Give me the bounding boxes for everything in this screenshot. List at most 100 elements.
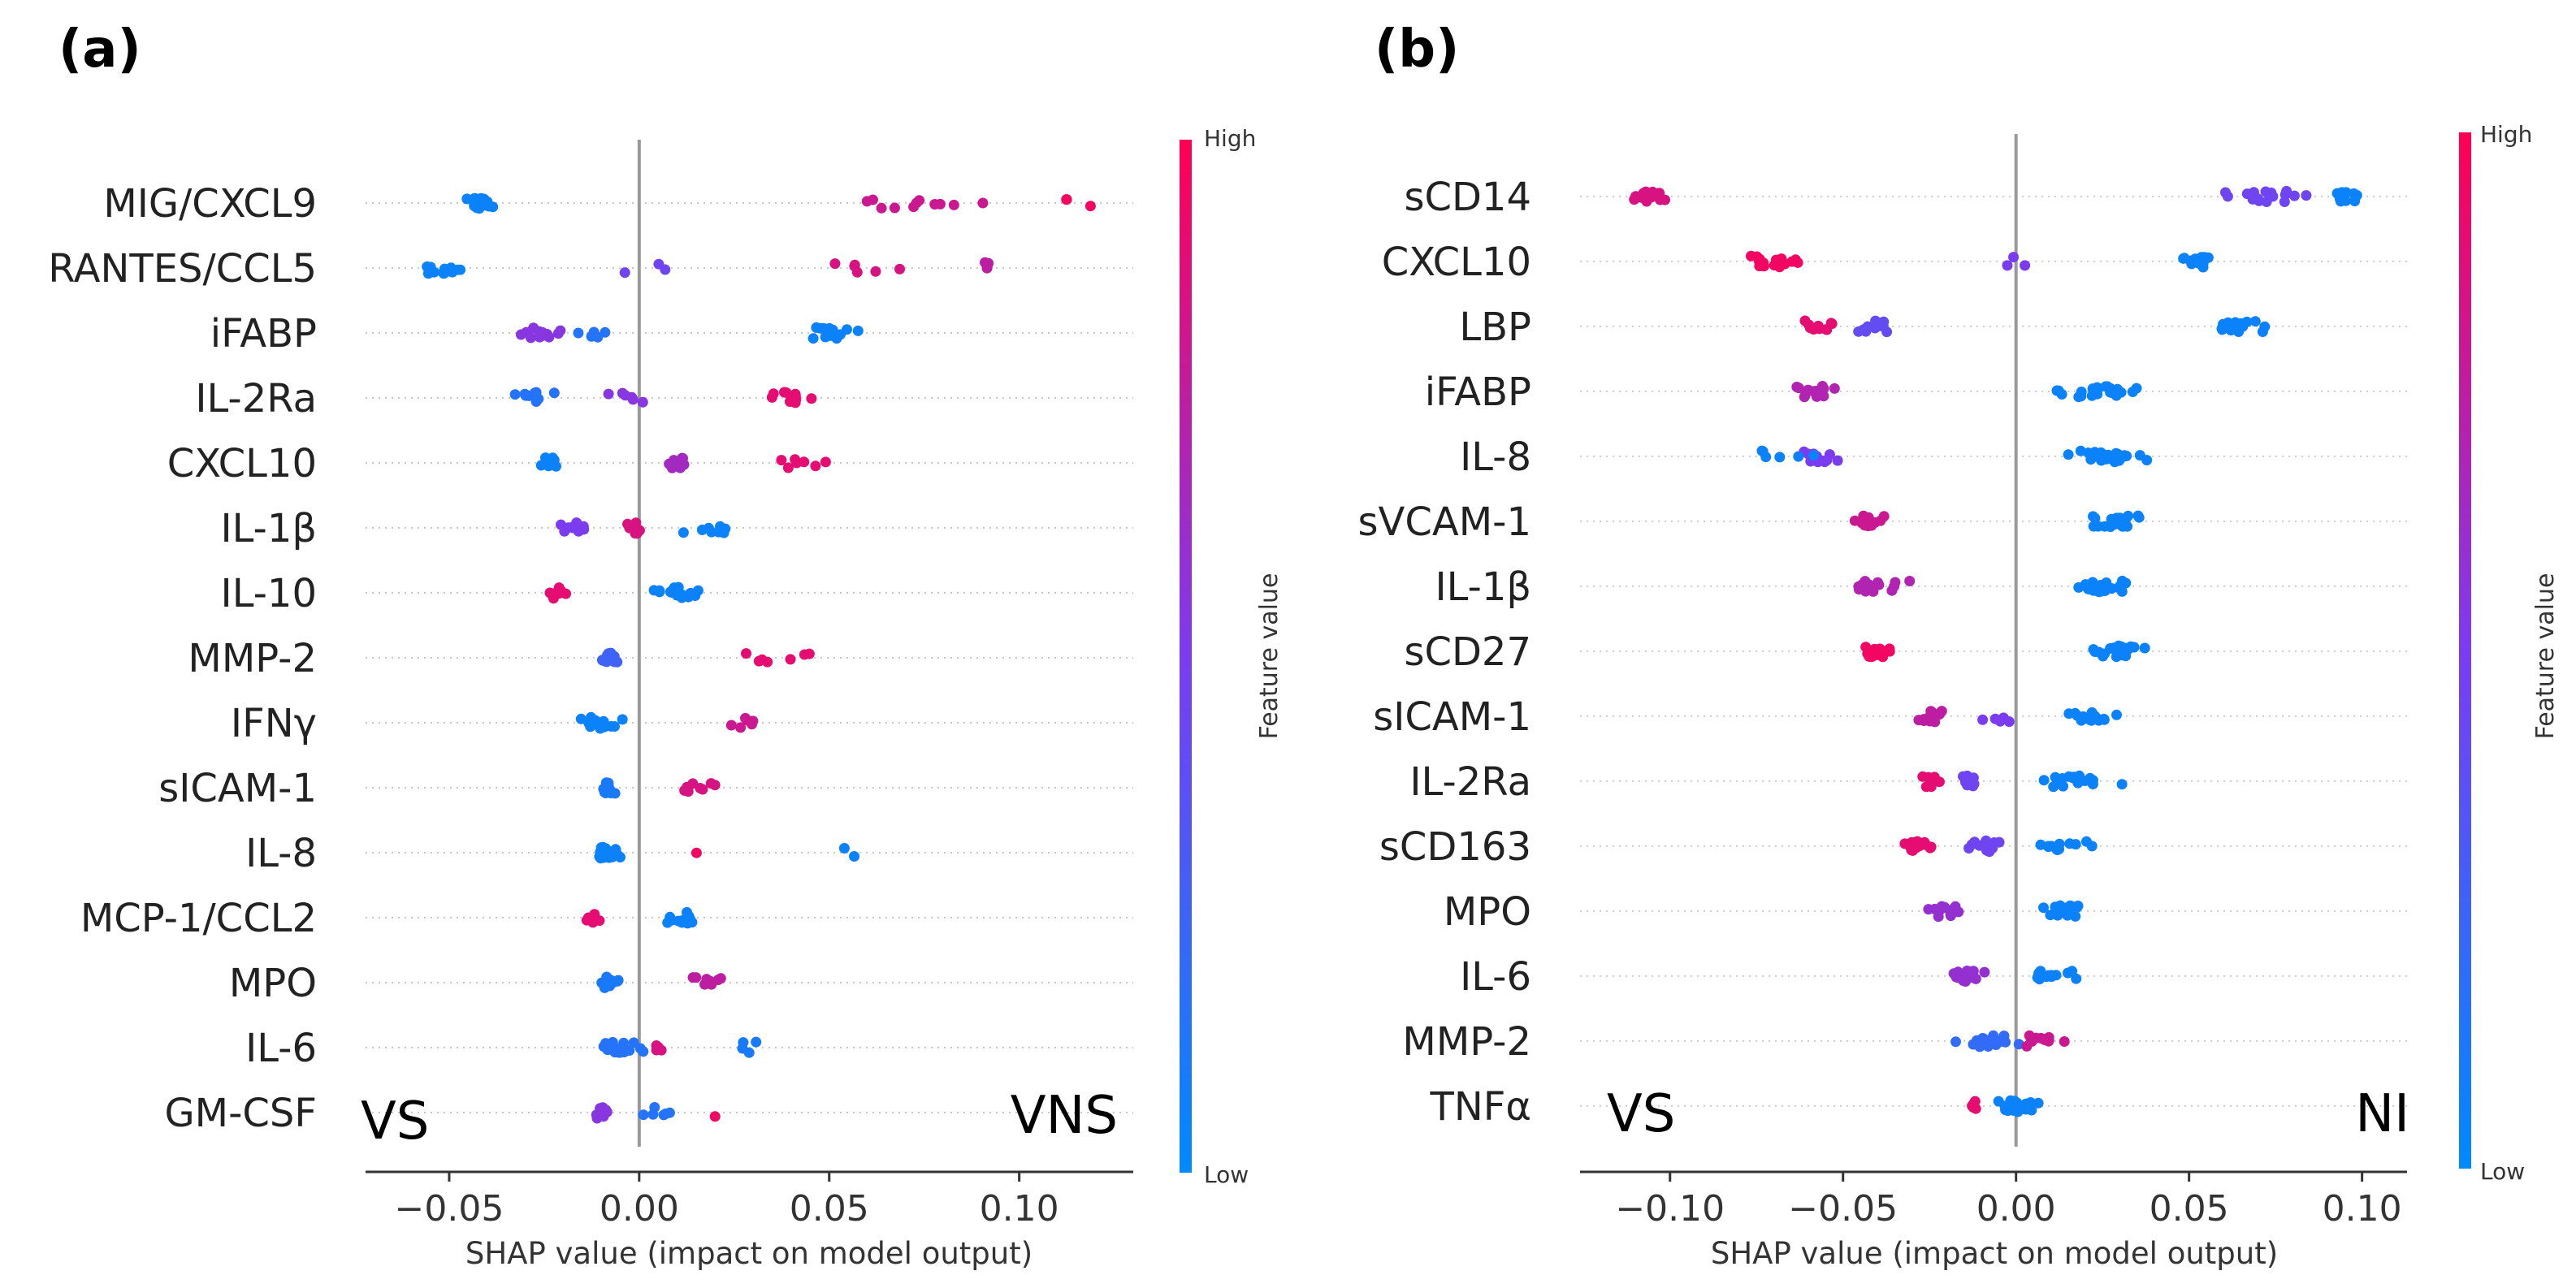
panel-a-feature-label: MIG/CXCL9: [103, 181, 317, 227]
panel-b-shap-point: [1878, 316, 1890, 327]
panel-b-shap-point: [1961, 966, 1972, 976]
panel-b-shap-point: [2281, 185, 2292, 197]
panel-b-shap-point: [2043, 970, 2054, 981]
panel-b-shap-point: [2063, 904, 2075, 915]
panel-a-x-tick-label: 0.00: [600, 1188, 679, 1230]
panel-b-shap-point: [1814, 323, 1825, 335]
panel-a-shap-point: [509, 389, 521, 400]
panel-b-shap-point: [1862, 321, 1873, 332]
panel-b-shap-point: [2072, 901, 2084, 911]
panel-b-shap-point: [1865, 645, 1877, 656]
panel-a-x-tick-label: 0.05: [790, 1188, 869, 1230]
panel-a-shap-point: [461, 193, 473, 205]
panel-a-shap-point: [737, 1043, 748, 1054]
panel-b-feature-label: IL-6: [1460, 954, 1531, 1000]
panel-a-x-label: SHAP value (impact on model output): [465, 1236, 1033, 1271]
panel-a-shap-point: [604, 655, 616, 666]
panel-a-shap-point: [638, 1046, 649, 1057]
panel-a-shap-point: [715, 973, 726, 984]
panel-b-shap-point: [1793, 451, 1804, 462]
panel-b-shap-point: [1756, 445, 1768, 456]
panel-b-shap-point: [2072, 777, 2084, 789]
panel-a-shap-point: [829, 258, 841, 270]
panel-a-shap-point: [530, 387, 542, 398]
panel-b-shap-point: [1977, 714, 1989, 725]
panel-b-feature-label: sCD14: [1404, 175, 1531, 220]
panel-a-shap-point: [600, 788, 612, 798]
panel-b: (b) sCD14CXCL10LBPiFABPIL-8sVCAM-1IL-1βs…: [1358, 19, 2560, 1271]
panel-a-feature-label: MPO: [229, 961, 317, 1006]
panel-b-shap-point: [1904, 576, 1916, 586]
panel-b-feature-label: IL-1β: [1435, 564, 1531, 610]
panel-b-shap-point: [2043, 1035, 2054, 1046]
panel-a-shap-point: [803, 648, 815, 659]
panel-b-label: (b): [1375, 19, 1459, 80]
panel-a-shap-point: [889, 202, 900, 214]
panel-b-shap-point: [2279, 197, 2290, 207]
panel-b-shap-point: [1746, 250, 1756, 261]
panel-b-shap-point: [2043, 841, 2054, 853]
panel-a-shap-point: [604, 852, 615, 863]
panel-b-right-annotation: NI: [2355, 1084, 2409, 1144]
panel-a-shap-point: [654, 585, 665, 596]
panel-a-x-tick-label: −0.05: [394, 1188, 504, 1230]
panel-b-shap-point: [2054, 838, 2065, 849]
panel-b-x-label: SHAP value (impact on model output): [1711, 1236, 2278, 1271]
panel-b-shap-point: [2038, 902, 2049, 914]
panel-b-x-tick-label: −0.05: [1788, 1188, 1898, 1230]
panel-b-shap-point: [1945, 909, 1956, 920]
panel-a-x-ticks: −0.05 0.00 0.05 0.10: [394, 1172, 1059, 1230]
panel-a-shap-point: [807, 333, 819, 344]
panel-a-shap-point: [660, 264, 671, 275]
panel-a-shap-point: [948, 199, 959, 210]
panel-a-shap-point: [686, 917, 698, 928]
panel-b-shap-point: [1819, 456, 1830, 468]
panel-a-shap-point: [638, 1109, 649, 1121]
panel-a-shap-point: [934, 198, 946, 210]
panel-b-shap-point: [1853, 581, 1864, 592]
panel-a-shap-point: [691, 972, 702, 983]
panel-b-shap-point: [2349, 188, 2359, 199]
panel-a-shap-point: [647, 1109, 659, 1120]
panel-b-shap-point: [2082, 583, 2093, 594]
panel-a-shap-point: [439, 266, 451, 278]
panel-b-shap-point: [1925, 776, 1937, 787]
panel-b-feature-label: sCD27: [1404, 629, 1531, 675]
panel-b-colorbar-high-label: High: [2480, 121, 2532, 148]
panel-a-shap-point: [553, 588, 565, 599]
panel-b-shap-point: [1632, 191, 1643, 202]
panel-a-shap-point: [1061, 194, 1072, 205]
panel-b-shap-point: [1875, 515, 1886, 526]
panel-a-feature-label: IL-8: [245, 831, 317, 876]
panel-b-shap-point: [1983, 845, 1994, 857]
panel-b-shap-point: [1808, 450, 1820, 461]
panel-b-shap-point: [2111, 646, 2122, 656]
panel-a-shap-point: [676, 592, 687, 603]
panel-b-shap-point: [2088, 521, 2099, 532]
panel-b-shap-point: [1936, 903, 1946, 914]
panel-b-shap-point: [1981, 835, 1992, 846]
panel-b-shap-point: [2089, 447, 2101, 458]
panel-b-colorbar-low-label: Low: [2480, 1158, 2525, 1185]
panel-a-left-annotation: VS: [361, 1091, 429, 1152]
panel-a-dots: [422, 192, 1096, 1124]
panel-a-shap-point: [559, 525, 570, 537]
panel-a-shap-point: [600, 777, 612, 789]
panel-a-feature-label: IL-6: [245, 1026, 317, 1071]
panel-a-shap-point: [626, 391, 638, 403]
panel-a-shap-point: [1085, 201, 1096, 212]
panel-a-feature-label: MMP-2: [188, 636, 317, 681]
panel-a-shap-point: [612, 975, 623, 987]
panel-b-shap-point: [2091, 713, 2102, 724]
panel-b-shap-point: [1933, 708, 1945, 720]
panel-b-shap-point: [2000, 1036, 2011, 1048]
panel-a-shap-point: [651, 1044, 662, 1056]
panel-b-shap-point: [2133, 512, 2145, 523]
panel-a-shap-point: [630, 524, 641, 535]
panel-a-shap-point: [598, 1041, 609, 1052]
panel-b-shap-point: [2120, 650, 2132, 662]
panel-a-feature-labels: MIG/CXCL9 RANTES/CCL5 iFABP IL-2Ra CXCL10 IL-…: [48, 181, 317, 1136]
panel-b-shap-point: [2125, 641, 2137, 652]
panel-a-shap-point: [678, 527, 689, 538]
panel-a-shap-point: [548, 387, 560, 399]
